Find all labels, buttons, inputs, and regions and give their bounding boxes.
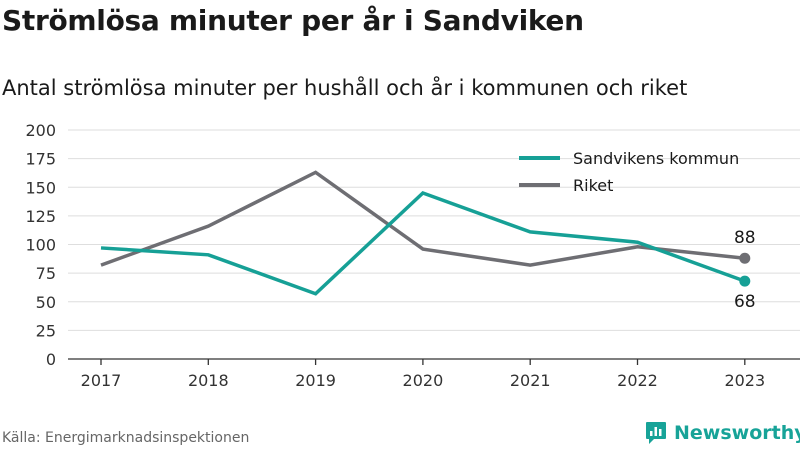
end-value-label: 68: [734, 292, 756, 312]
chart-subtitle: Antal strömlösa minuter per hushåll och …: [2, 76, 688, 100]
y-tick-label: 125: [25, 207, 56, 226]
y-tick-label: 200: [25, 121, 56, 140]
newsworthy-logo-icon: [646, 422, 666, 444]
y-tick-label: 175: [25, 150, 56, 169]
y-tick-label: 100: [25, 236, 56, 255]
y-tick-label: 150: [25, 178, 56, 197]
x-tick-label: 2018: [188, 371, 229, 390]
legend-label: Sandvikens kommun: [573, 149, 739, 168]
x-tick-label: 2019: [295, 371, 336, 390]
end-value-label: 88: [734, 228, 756, 248]
series-line-riket: [100, 170, 745, 267]
end-point-marker: [739, 275, 751, 287]
y-tick-label: 75: [36, 264, 56, 283]
chart-title: Strömlösa minuter per år i Sandviken: [2, 4, 584, 37]
x-tick-label: 2022: [617, 371, 658, 390]
y-tick-label: 0: [46, 350, 56, 369]
brand-logo[interactable]: Newsworthy: [645, 420, 800, 446]
x-tick-label: 2020: [403, 371, 444, 390]
brand-name: Newsworthy: [674, 422, 800, 444]
y-tick-label: 50: [36, 293, 56, 312]
x-tick-label: 2023: [724, 371, 765, 390]
x-tick-label: 2017: [81, 371, 122, 390]
series-line-sandvikens-kommun: [100, 190, 746, 296]
end-point-marker: [739, 252, 751, 264]
y-tick-label: 25: [36, 321, 56, 340]
x-tick-label: 2021: [510, 371, 551, 390]
legend-label: Riket: [573, 176, 613, 195]
source-note: Källa: Energimarknadsinspektionen: [2, 430, 250, 446]
